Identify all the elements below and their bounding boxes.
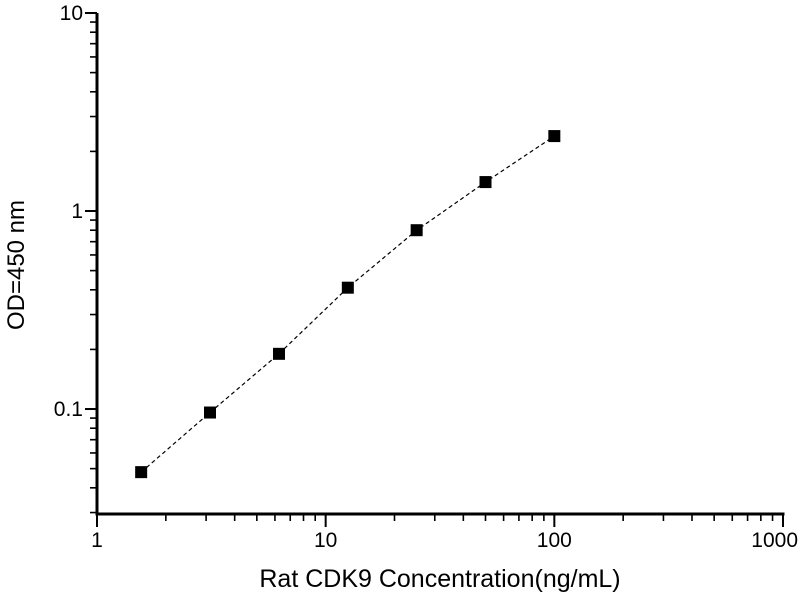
data-point-marker [548,130,561,143]
series-line [140,135,555,473]
x-tick-label: 100 [537,529,572,552]
x-tick-label: 1000 [751,529,798,552]
data-point-marker [341,281,354,294]
data-point-marker [479,176,492,189]
x-axis-title: Rat CDK9 Concentration(ng/mL) [259,565,621,593]
y-tick-label: 0.1 [54,398,83,421]
data-point-marker [272,347,285,360]
y-tick-label: 1 [71,200,83,223]
data-point-marker [203,406,216,419]
y-axis-title: OD=450 nm [3,199,30,331]
data-point-marker [410,224,423,237]
x-tick-label: 1 [91,529,103,552]
y-tick-label: 10 [60,2,83,25]
data-point-marker [135,466,148,479]
x-tick-label: 10 [314,529,337,552]
